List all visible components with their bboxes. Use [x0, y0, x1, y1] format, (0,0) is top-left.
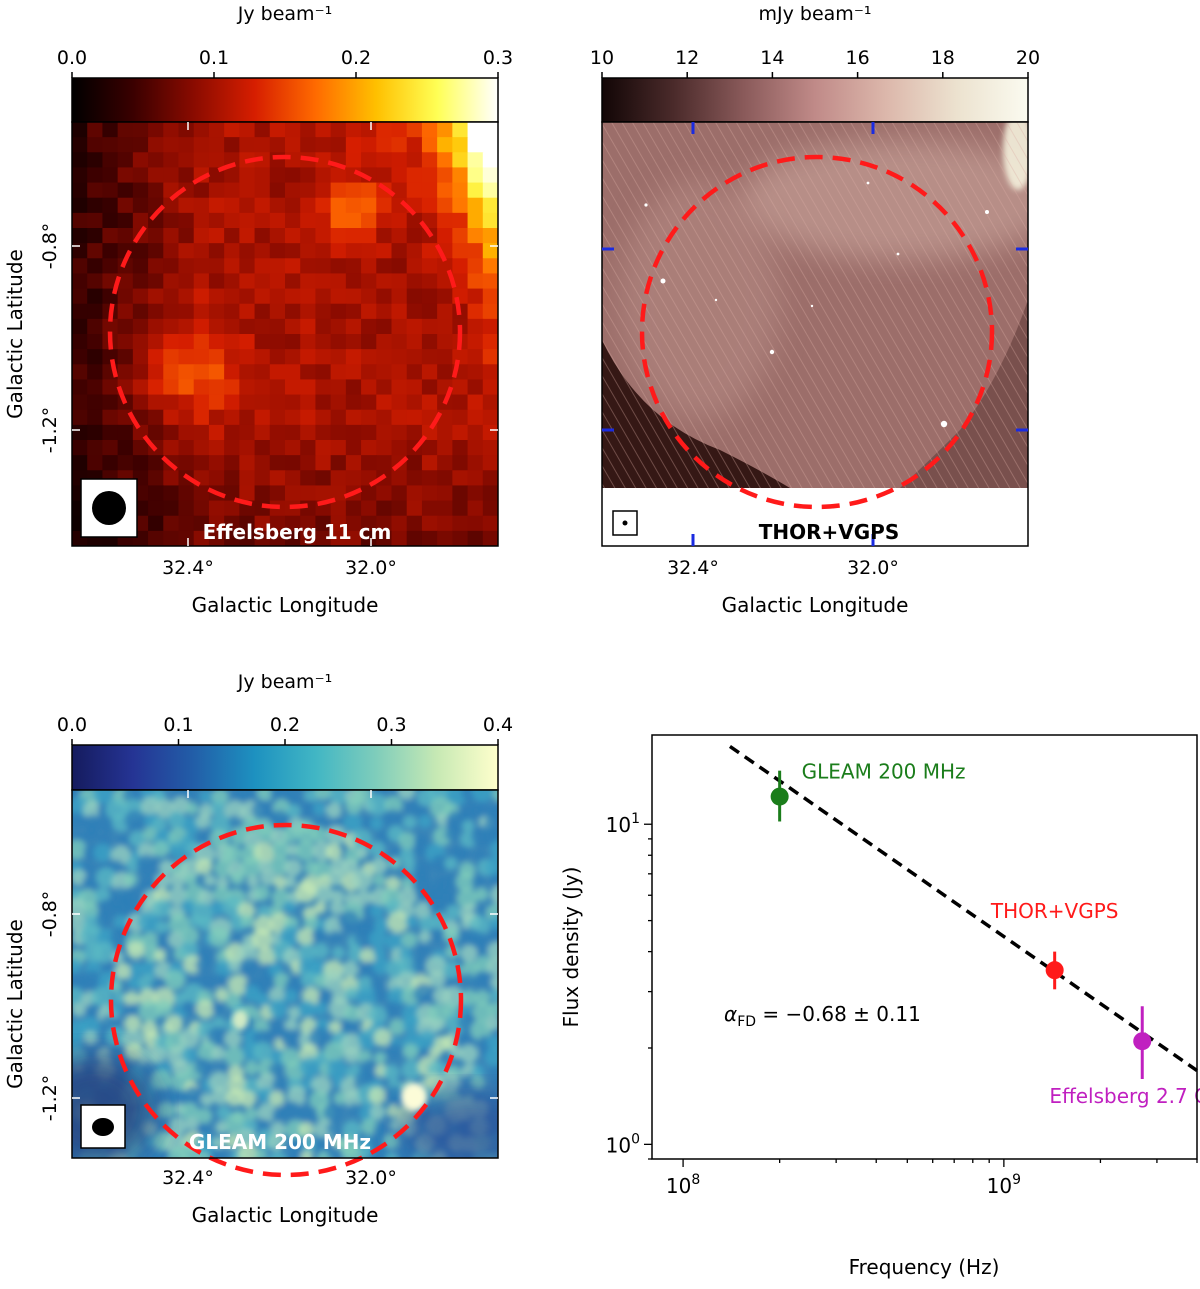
colorbar-ticks-thor: 10 12 14 16 18 20	[590, 47, 1040, 78]
panel-thor: mJy beam⁻¹ 10 12 14 16 18 20 THOR+VGPS 32.4° …	[590, 3, 1040, 617]
map-label-effelsberg: Effelsberg 11 cm	[203, 520, 392, 544]
data-point	[770, 787, 789, 806]
colorbar-label-effelsberg: Jy beam⁻¹	[237, 3, 332, 25]
y-tick-effelsberg-2: -1.2°	[39, 407, 61, 454]
colorbar-tick-label: 0.2	[341, 47, 371, 69]
colorbar-thor	[601, 77, 1029, 123]
point-label: Effelsberg 2.7 GHz	[1049, 1084, 1200, 1108]
colorbar-gleam	[71, 744, 499, 791]
map-ticks-gleam	[72, 790, 498, 1099]
colorbar-ticks-effelsberg: 0.0 0.1 0.2 0.3	[57, 47, 513, 78]
beam-effelsberg	[92, 491, 126, 525]
y-label-effelsberg: Galactic Latitude	[3, 249, 27, 419]
colorbar-tick-label: 12	[675, 47, 699, 69]
point-label: THOR+VGPS	[990, 899, 1119, 923]
x-tick-effelsberg-2: 32.0°	[345, 557, 397, 579]
beam-gleam	[92, 1118, 114, 1136]
y-tick-label: 100	[606, 1131, 640, 1157]
x-tick-gleam-1: 32.4°	[162, 1167, 214, 1189]
map-thor	[602, 122, 1028, 546]
x-tick-label: 108	[666, 1172, 700, 1198]
panel-spectrum: 108 109 100 101 GLEAM 200 MHz THOR+VGPS Effel…	[559, 734, 1200, 1279]
colorbar-effelsberg	[71, 77, 499, 123]
colorbar-tick-label: 14	[760, 47, 784, 69]
y-tick-gleam-2: -1.2°	[39, 1075, 61, 1122]
spectrum-frame	[651, 734, 1198, 1160]
map-ticks-effelsberg	[72, 122, 498, 546]
data-point	[1133, 1032, 1152, 1051]
map-gleam	[72, 790, 498, 1158]
beam-thor	[622, 520, 628, 526]
y-label-gleam: Galactic Latitude	[3, 919, 27, 1089]
x-tick-thor-1: 32.4°	[667, 557, 719, 579]
x-label-gleam: Galactic Longitude	[192, 1203, 379, 1227]
map-ticks-thor	[602, 122, 1028, 546]
colorbar-label-gleam: Jy beam⁻¹	[237, 671, 332, 693]
snr-circle-gleam	[108, 822, 464, 1178]
map-label-gleam: GLEAM 200 MHz	[189, 1130, 371, 1154]
x-label-thor: Galactic Longitude	[722, 593, 909, 617]
colorbar-tick-label: 0.1	[199, 47, 229, 69]
y-tick-gleam-1: -0.8°	[39, 891, 61, 938]
spectral-index-annotation: αFD = −0.68 ± 0.11	[724, 1002, 921, 1030]
colorbar-tick-label: 20	[1016, 47, 1040, 69]
point-label: GLEAM 200 MHz	[802, 760, 966, 784]
x-tick-gleam-2: 32.0°	[345, 1167, 397, 1189]
panel-gleam: Jy beam⁻¹ 0.0 0.1 0.2 0.3 0.4 GLEAM 200 MHz …	[3, 671, 513, 1227]
colorbar-label-thor: mJy beam⁻¹	[759, 3, 872, 25]
colorbar-tick-label: 0.4	[483, 714, 513, 736]
snr-circle-thor	[639, 154, 995, 510]
colorbar-tick-label: 0.0	[57, 47, 87, 69]
map-label-thor: THOR+VGPS	[759, 520, 900, 544]
y-tick-effelsberg-1: -0.8°	[39, 223, 61, 270]
colorbar-tick-label: 18	[931, 47, 955, 69]
spectrum-ylabel: Flux density (Jy)	[559, 867, 583, 1028]
colorbar-tick-label: 0.3	[483, 47, 513, 69]
x-tick-thor-2: 32.0°	[847, 557, 899, 579]
spectrum-ticks: 108 109 100 101	[606, 811, 1198, 1198]
colorbar-tick-label: 0.2	[270, 714, 300, 736]
colorbar-tick-label: 0.1	[163, 714, 193, 736]
colorbar-tick-label: 10	[590, 47, 614, 69]
data-point	[1045, 961, 1064, 980]
fit-line	[728, 744, 1198, 1073]
snr-circle-effelsberg	[107, 154, 463, 510]
x-tick-effelsberg-1: 32.4°	[162, 557, 214, 579]
y-tick-label: 101	[606, 811, 640, 837]
colorbar-ticks-gleam: 0.0 0.1 0.2 0.3 0.4	[57, 714, 513, 745]
spectrum-xlabel: Frequency (Hz)	[849, 1255, 1000, 1279]
panel-effelsberg: Jy beam⁻¹ 0.0 0.1 0.2 0.3 Effelsberg 11 cm …	[3, 3, 513, 617]
colorbar-tick-label: 0.3	[376, 714, 406, 736]
x-tick-label: 109	[987, 1172, 1021, 1198]
colorbar-tick-label: 16	[846, 47, 870, 69]
colorbar-tick-label: 0.0	[57, 714, 87, 736]
x-label-effelsberg: Galactic Longitude	[192, 593, 379, 617]
